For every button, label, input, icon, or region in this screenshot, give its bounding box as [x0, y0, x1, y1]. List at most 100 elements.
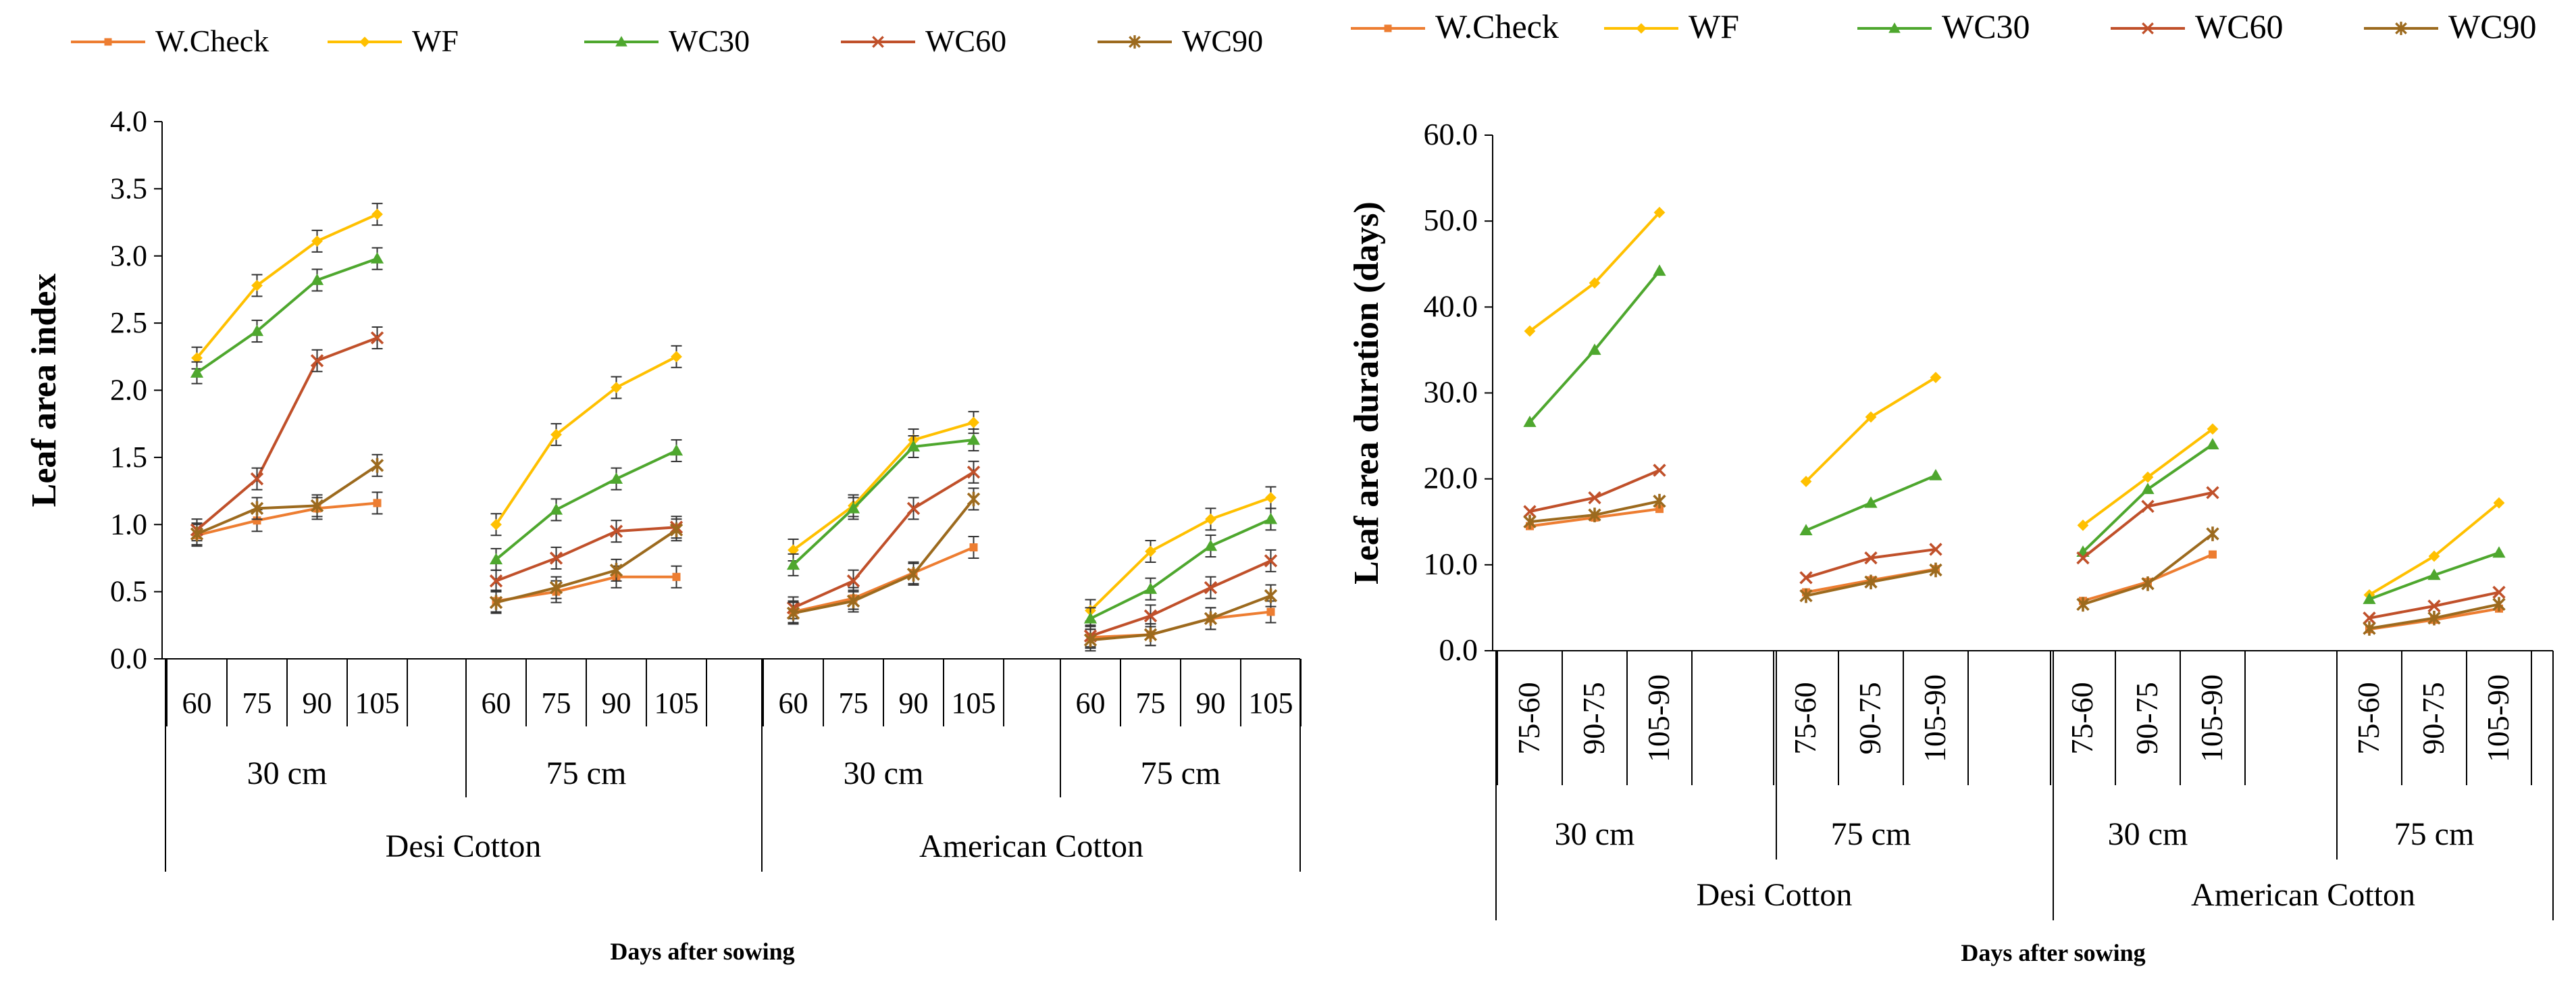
marker-triangle	[2206, 438, 2219, 449]
x-tick-label: 60	[182, 687, 212, 720]
x-tick-label: 105-90	[1917, 674, 1952, 762]
x-tick-label: 90	[602, 687, 632, 720]
marker-triangle	[615, 36, 627, 47]
marker-diamond	[371, 208, 383, 220]
marker-star	[2206, 526, 2219, 541]
series-line	[792, 421, 975, 551]
y-tick-label: 1.5	[110, 441, 147, 474]
marker-x	[310, 354, 324, 368]
marker-square	[373, 499, 382, 507]
series-line	[197, 501, 378, 537]
y-tick-label: 60.0	[1424, 117, 1478, 151]
marker-triangle	[967, 433, 981, 445]
x-tick-label: 90-75	[1576, 682, 1611, 754]
marker-x	[2427, 599, 2441, 613]
x-axis-title: Days after sowing	[1961, 939, 2145, 966]
marker-x	[2142, 22, 2154, 34]
x-tick-label: 75	[839, 687, 869, 720]
marker-x	[846, 574, 860, 588]
marker-triangle	[1204, 539, 1218, 551]
marker-x	[370, 331, 384, 345]
marker-square	[1266, 607, 1275, 616]
series-line	[495, 526, 677, 582]
x-tick-label: 75-60	[2351, 682, 2386, 754]
marker-star	[1799, 588, 1813, 603]
marker-x	[1653, 464, 1666, 477]
marker-star	[1083, 632, 1098, 647]
marker-diamond	[1205, 513, 1216, 525]
x-tick-label: 90	[303, 687, 332, 720]
x-tick-label: 90-75	[2130, 682, 2164, 754]
series-line	[793, 498, 975, 615]
marker-star	[2395, 22, 2407, 35]
x-tick-label: 75	[542, 687, 571, 720]
y-tick-label: 4.0	[110, 105, 147, 138]
x-tick-label: 75-60	[2065, 682, 2099, 754]
x-spacing-label: 75 cm	[2394, 816, 2475, 852]
x-tick-label: 90-75	[2416, 682, 2450, 754]
marker-diamond	[2493, 497, 2505, 509]
marker-star	[250, 501, 264, 516]
y-tick-label: 40.0	[1424, 289, 1478, 323]
marker-x	[872, 36, 884, 48]
x-tick-label: 105	[1249, 687, 1293, 720]
x-tick-label: 90	[899, 687, 929, 720]
legend-label: WC90	[2448, 7, 2537, 45]
marker-star	[906, 566, 921, 582]
marker-triangle	[2363, 593, 2376, 604]
marker-square	[672, 572, 681, 581]
marker-diamond	[788, 544, 799, 556]
marker-star	[1143, 627, 1158, 643]
x-group-label: Desi Cotton	[1697, 877, 1853, 913]
marker-triangle	[1588, 343, 1601, 355]
marker-x	[549, 551, 563, 565]
x-spacing-label: 30 cm	[844, 755, 924, 791]
marker-diamond	[1265, 492, 1277, 503]
y-tick-label: 1.0	[110, 507, 147, 541]
x-tick-label: 105-90	[2481, 674, 2515, 762]
marker-x	[2363, 612, 2376, 625]
marker-star	[669, 522, 684, 537]
y-tick-label: 0.0	[110, 642, 147, 675]
marker-square	[969, 543, 978, 552]
y-tick-label: 0.0	[1439, 632, 1478, 667]
series-line	[1089, 518, 1272, 620]
marker-triangle	[549, 503, 563, 515]
marker-diamond	[671, 351, 682, 363]
x-tick-label: 105-90	[1641, 674, 1676, 762]
marker-triangle	[2141, 482, 2155, 495]
marker-star	[1653, 493, 1666, 509]
marker-diamond	[2142, 471, 2154, 483]
marker-diamond	[191, 352, 203, 364]
marker-triangle	[370, 252, 384, 264]
marker-triangle	[190, 366, 204, 378]
marker-star	[310, 498, 324, 514]
x-group-label: American Cotton	[919, 828, 1143, 864]
marker-x	[906, 501, 921, 516]
series-line	[496, 528, 677, 604]
series-line	[496, 575, 677, 603]
marker-diamond	[550, 428, 562, 441]
x-tick-label: 75-60	[1788, 682, 1822, 754]
marker-square	[104, 38, 112, 46]
legend-label: WC30	[669, 24, 750, 58]
marker-x	[2141, 499, 2155, 514]
marker-triangle	[1864, 496, 1878, 508]
marker-star	[1929, 562, 1942, 578]
series-line	[495, 449, 677, 561]
x-group-label: Desi Cotton	[386, 828, 542, 864]
marker-diamond	[1865, 411, 1877, 423]
marker-x	[967, 466, 981, 479]
series-line	[196, 257, 378, 374]
legend-label: WC60	[925, 24, 1006, 58]
marker-star	[1523, 514, 1537, 530]
marker-diamond	[490, 518, 502, 530]
marker-star	[2076, 597, 2090, 612]
x-tick-label: 105	[654, 687, 699, 720]
series-line	[494, 355, 677, 526]
x-tick-label: 60	[482, 687, 511, 720]
series-line	[1090, 594, 1272, 642]
marker-square	[1655, 505, 1664, 514]
series-line	[196, 337, 378, 531]
marker-diamond	[1636, 23, 1647, 34]
